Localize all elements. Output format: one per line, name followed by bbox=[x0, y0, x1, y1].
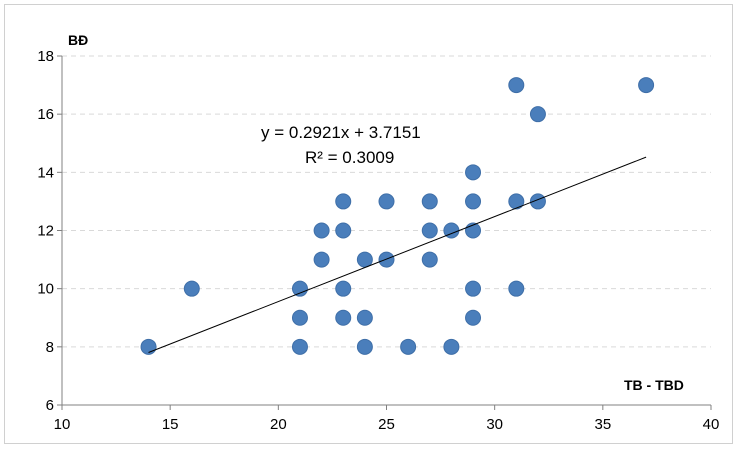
y-tick-label: 18 bbox=[37, 48, 54, 65]
trendline-equation: y = 0.2921x + 3.7151 bbox=[261, 123, 421, 142]
trendline bbox=[148, 156, 647, 353]
y-axis-title: BĐ bbox=[68, 32, 88, 48]
data-point bbox=[335, 280, 352, 297]
y-tick-label: 16 bbox=[37, 106, 54, 123]
x-tick-label: 20 bbox=[270, 416, 287, 433]
data-point bbox=[421, 193, 438, 210]
data-point bbox=[313, 222, 330, 239]
data-point bbox=[421, 251, 438, 268]
data-point bbox=[291, 338, 308, 355]
data-point bbox=[421, 222, 438, 239]
data-point bbox=[291, 309, 308, 326]
data-point bbox=[465, 164, 482, 181]
data-point bbox=[529, 106, 546, 123]
data-point bbox=[638, 77, 655, 94]
data-point bbox=[313, 251, 330, 268]
data-point bbox=[356, 309, 373, 326]
data-point bbox=[183, 280, 200, 297]
data-point bbox=[291, 280, 308, 297]
data-point bbox=[400, 338, 417, 355]
data-point bbox=[335, 193, 352, 210]
data-point bbox=[356, 338, 373, 355]
data-point bbox=[508, 193, 525, 210]
trendline-group bbox=[148, 156, 647, 353]
x-tick-label: 40 bbox=[703, 416, 720, 433]
data-point bbox=[465, 193, 482, 210]
data-point bbox=[465, 280, 482, 297]
data-point bbox=[378, 193, 395, 210]
data-point bbox=[356, 251, 373, 268]
x-axis-title: TB - TBD bbox=[624, 377, 684, 393]
x-tick-label: 25 bbox=[378, 416, 395, 433]
ticks: 6 8 10 12 14 16 18 10 15 20 25 30 35 40 bbox=[37, 48, 719, 433]
y-tick-label: 12 bbox=[37, 223, 54, 240]
x-tick-label: 15 bbox=[162, 416, 179, 433]
y-tick-label: 10 bbox=[37, 281, 54, 298]
data-point bbox=[335, 309, 352, 326]
data-point bbox=[443, 338, 460, 355]
x-tick-label: 30 bbox=[486, 416, 503, 433]
trendline-r2: R² = 0.3009 bbox=[305, 148, 394, 167]
data-points bbox=[140, 77, 655, 355]
gridlines bbox=[62, 55, 711, 348]
data-point bbox=[465, 309, 482, 326]
data-point bbox=[508, 77, 525, 94]
x-tick-label: 35 bbox=[594, 416, 611, 433]
y-tick-label: 6 bbox=[46, 397, 54, 414]
data-point bbox=[508, 280, 525, 297]
chart-area bbox=[4, 4, 733, 444]
y-tick-label: 14 bbox=[37, 164, 54, 181]
data-point bbox=[335, 222, 352, 239]
x-tick-label: 10 bbox=[54, 416, 71, 433]
y-tick-label: 8 bbox=[46, 339, 54, 356]
